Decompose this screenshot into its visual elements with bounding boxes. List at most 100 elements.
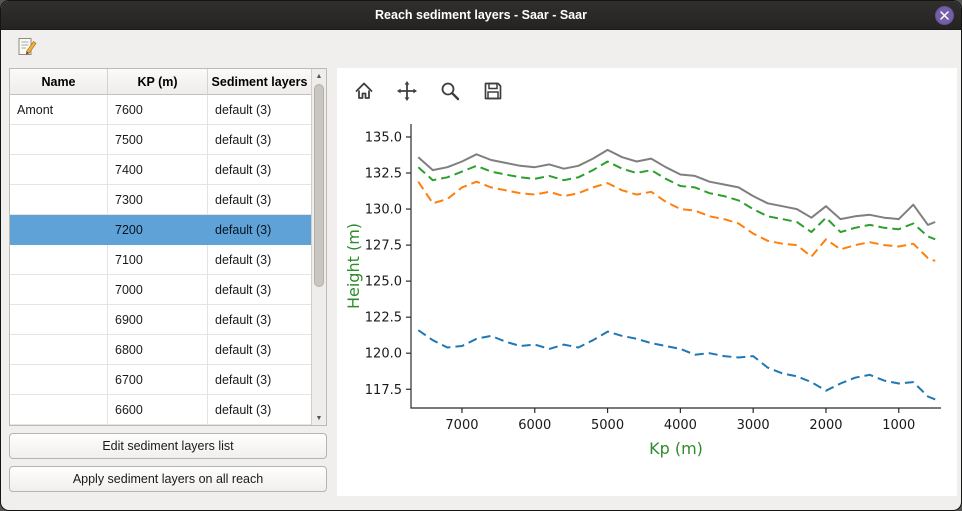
table-row[interactable]: 6600 default (3) [10,395,312,425]
table-cell-kp: 7400 [108,155,208,185]
table-row[interactable]: 6800 default (3) [10,335,312,365]
x-tick-label: 6000 [518,418,551,433]
home-button[interactable] [349,76,379,106]
column-header[interactable]: KP (m) [108,69,208,95]
x-axis-label: Kp (m) [649,439,703,458]
table-row[interactable]: 7300 default (3) [10,185,312,215]
x-tick-label: 7000 [445,418,478,433]
scrollbar-thumb[interactable] [314,84,324,288]
table-cell-kp: 6800 [108,335,208,365]
x-tick-label: 5000 [591,418,624,433]
pan-button[interactable] [392,76,422,106]
table-body: Amont 7600 default (3) 7500 default (3) 7400 d… [10,95,312,425]
y-axis-label: Height (m) [344,223,363,309]
series-layer-green [417,160,936,241]
table-row[interactable]: 7200 default (3) [10,215,312,245]
table-cell-layers: default (3) [208,365,312,395]
table-row[interactable]: Amont 7600 default (3) [10,95,312,125]
table-cell-layers: default (3) [208,185,312,215]
table-cell-layers: default (3) [208,245,312,275]
table-cell-kp: 7200 [108,215,208,245]
y-tick-label: 127.5 [365,239,402,254]
y-tick-label: 135.0 [365,130,402,145]
apply-layers-button[interactable]: Apply sediment layers on all reach [9,466,327,492]
table-cell-kp: 6900 [108,305,208,335]
table-cell-layers: default (3) [208,335,312,365]
y-tick-label: 120.0 [365,347,402,362]
x-tick-label: 3000 [737,418,770,433]
table-cell-name [10,305,108,335]
sediment-table[interactable]: Name KP (m) Sediment layers Amont 7600 defau… [9,68,327,426]
table-cell-layers: default (3) [208,305,312,335]
table-cell-name [10,365,108,395]
column-header[interactable]: Name [10,69,108,95]
scroll-down-icon[interactable]: ▼ [315,414,323,422]
table-cell-layers: default (3) [208,125,312,155]
table-cell-layers: default (3) [208,155,312,185]
table-cell-kp: 7500 [108,125,208,155]
x-tick-label: 1000 [882,418,915,433]
table-cell-kp: 7000 [108,275,208,305]
table-cell-layers: default (3) [208,275,312,305]
table-cell-layers: default (3) [208,215,312,245]
column-header[interactable]: Sediment layers [208,69,312,95]
table-row[interactable]: 7000 default (3) [10,275,312,305]
table-cell-name [10,395,108,425]
left-panel: Name KP (m) Sediment layers Amont 7600 defau… [9,68,327,510]
edit-icon [18,38,37,55]
series-layer-orange [417,180,936,262]
table-row[interactable]: 7400 default (3) [10,155,312,185]
table-cell-name [10,215,108,245]
save-icon [484,82,502,100]
table-cell-name [10,125,108,155]
content: Name KP (m) Sediment layers Amont 7600 defau… [1,63,961,510]
x-tick-label: 4000 [664,418,697,433]
y-tick-label: 125.0 [365,275,402,290]
y-tick-label: 130.0 [365,203,402,218]
table-cell-kp: 7100 [108,245,208,275]
close-button[interactable] [935,6,954,25]
table-cell-name [10,155,108,185]
table-cell-kp: 6700 [108,365,208,395]
table-cell-name [10,335,108,365]
y-tick-label: 122.5 [365,311,402,326]
y-tick-label: 117.5 [365,383,402,398]
home-icon [355,82,373,99]
table-row[interactable]: 6900 default (3) [10,305,312,335]
titlebar[interactable]: Reach sediment layers - Saar - Saar [1,1,961,30]
table-scrollbar[interactable]: ▲ ▼ [311,69,326,425]
table-row[interactable]: 6700 default (3) [10,365,312,395]
series-surface-gray [417,148,936,226]
zoom-button[interactable] [435,76,465,106]
edit-layers-list-button[interactable]: Edit sediment layers list [9,433,327,459]
table-row[interactable]: 7100 default (3) [10,245,312,275]
table-cell-name [10,185,108,215]
move-icon [397,81,417,101]
window-title: Reach sediment layers - Saar - Saar [375,8,587,22]
close-icon [940,11,949,20]
main-toolbar [1,30,961,63]
magnifier-icon [441,82,460,101]
y-tick-label: 132.5 [365,167,402,182]
x-tick-label: 2000 [809,418,842,433]
table-cell-name: Amont [10,95,108,125]
save-button[interactable] [478,76,508,106]
chart-area: 7000 6000 5000 4000 3000 2000 1000 117.5 120.0 12… [343,110,955,496]
plot-toolbar [343,72,955,110]
table-cell-name [10,275,108,305]
table-cell-kp: 7300 [108,185,208,215]
edit-sediment-button[interactable] [14,34,40,60]
table-cell-layers: default (3) [208,395,312,425]
table-cell-kp: 6600 [108,395,208,425]
table-cell-name [10,245,108,275]
sediment-profile-chart[interactable]: 7000 6000 5000 4000 3000 2000 1000 117.5 120.0 12… [343,110,955,476]
table-cell-layers: default (3) [208,95,312,125]
scroll-up-icon[interactable]: ▲ [315,72,323,80]
chart-panel: 7000 6000 5000 4000 3000 2000 1000 117.5 120.0 12… [337,68,957,496]
scrollbar-track[interactable] [312,83,326,411]
series-bottom-blue [417,329,936,401]
table-row[interactable]: 7500 default (3) [10,125,312,155]
table-cell-kp: 7600 [108,95,208,125]
table-header: Name KP (m) Sediment layers [10,69,312,95]
